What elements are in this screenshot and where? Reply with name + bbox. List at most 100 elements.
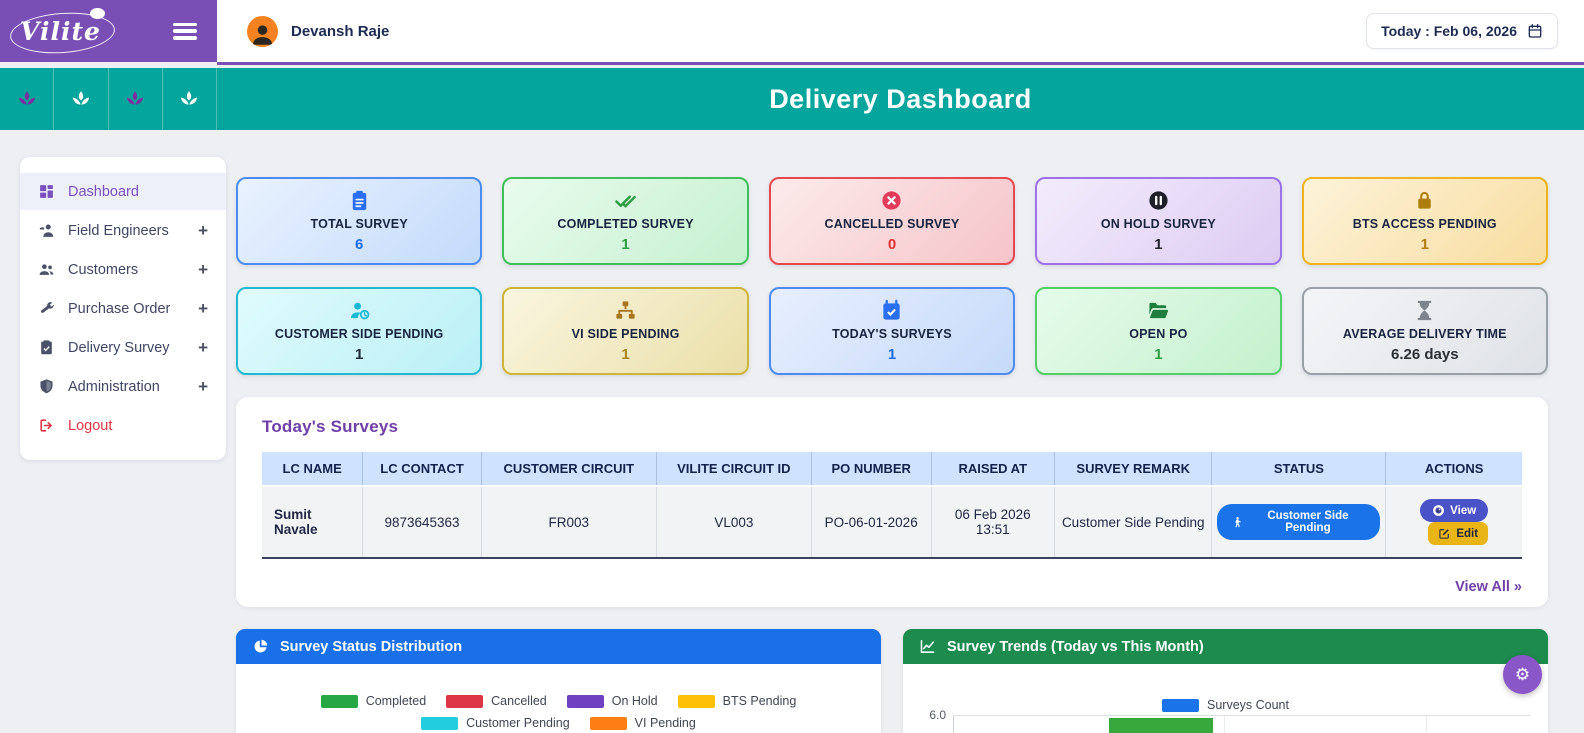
surveys-count-bar (1108, 718, 1213, 733)
stat-card-open-po[interactable]: OPEN PO 1 (1035, 287, 1282, 375)
legend-swatch (446, 694, 484, 708)
edit-button[interactable]: Edit (1428, 522, 1489, 545)
cell-po-number: PO-06-01-2026 (811, 486, 932, 559)
line-chart-icon (919, 638, 936, 655)
stat-card-label: CANCELLED SURVEY (824, 217, 960, 231)
stat-card-cancelled-survey[interactable]: CANCELLED SURVEY 0 (768, 177, 1016, 265)
eye-icon (1432, 504, 1445, 517)
sidebar-item-label: Logout (68, 417, 113, 434)
stat-card-total-survey[interactable]: TOTAL SURVEY 6 (236, 177, 483, 265)
stat-card-today-s-surveys[interactable]: TODAY'S SURVEYS 1 (768, 287, 1016, 375)
view-all-link[interactable]: View All » (1455, 579, 1522, 595)
column-header-po-number: PO NUMBER (811, 452, 932, 487)
status-badge-label: Customer Side Pending (1267, 510, 1349, 534)
stat-card-on-hold-survey[interactable]: ON HOLD SURVEY 1 (1035, 177, 1282, 265)
column-header-status: STATUS (1211, 452, 1387, 487)
column-header-lc-contact: LC CONTACT (362, 452, 482, 487)
pie-chart-icon (252, 638, 269, 655)
banner-icon-strip (0, 68, 217, 130)
topbar-main: Devansh Raje Today : Feb 06, 2026 (217, 0, 1584, 62)
sidebar-item-customers[interactable]: Customers + (20, 251, 226, 288)
sidebar-item-field-engineers[interactable]: Field Engineers + (20, 212, 226, 249)
stat-card-value: 1 (1420, 236, 1429, 253)
plus-icon[interactable]: + (198, 377, 208, 396)
sitemap-icon (614, 299, 637, 322)
stat-card-value: 0 (887, 236, 897, 253)
plus-icon[interactable]: + (198, 338, 208, 357)
sidebar-item-administration[interactable]: Administration + (20, 368, 226, 405)
sidebar-item-logout[interactable]: Logout (20, 407, 226, 444)
legend-item-on-hold: On Hold (566, 694, 658, 708)
trends-plot-area (953, 715, 1530, 733)
stat-card-average-delivery-time[interactable]: AVERAGE DELIVERY TIME 6.26 days (1301, 287, 1548, 375)
date-label: Today : Feb 06, 2026 (1381, 23, 1517, 39)
stat-card-label: OPEN PO (1129, 327, 1188, 341)
banner-cell-4[interactable] (163, 68, 217, 130)
table-row: Sumit Navale 9873645363 FR003 VL003 PO-06-01… (262, 486, 1522, 559)
plus-icon[interactable]: + (198, 260, 208, 279)
banner-cell-3[interactable] (109, 68, 163, 130)
banner-cell-2[interactable] (54, 68, 109, 130)
chart-header-status: Survey Status Distribution (236, 629, 881, 664)
hamburger-menu-icon[interactable] (173, 22, 197, 40)
settings-fab[interactable]: ⚙ (1503, 655, 1542, 694)
legend-swatch (421, 716, 459, 730)
legend-swatch (566, 694, 604, 708)
user-name: Devansh Raje (291, 22, 390, 40)
stat-card-value: 1 (621, 346, 630, 363)
legend-label: Surveys Count (1207, 698, 1289, 712)
stats-grid: TOTAL SURVEY 6 COMPLETED SURVEY 1 CANCELLED … (236, 177, 1548, 375)
sidebar-item-delivery-survey[interactable]: Delivery Survey + (20, 329, 226, 366)
stat-card-value: 1 (887, 346, 897, 363)
stat-card-value: 6 (355, 236, 364, 253)
stat-card-completed-survey[interactable]: COMPLETED SURVEY 1 (502, 177, 749, 265)
surveys-table-body: Sumit Navale 9873645363 FR003 VL003 PO-06-01… (262, 486, 1522, 559)
lotus-icon (124, 88, 146, 110)
lock-icon (1413, 189, 1436, 212)
survey-status-distribution-card: Survey Status Distribution Completed Canc… (236, 629, 881, 733)
dashboard-grid-icon (38, 183, 55, 200)
column-header-raised-at: RAISED AT (931, 452, 1055, 487)
plus-icon[interactable]: + (198, 221, 208, 240)
stat-card-label: ON HOLD SURVEY (1100, 217, 1216, 231)
folder-open-icon (1147, 299, 1170, 322)
sidebar-item-label: Purchase Order (68, 300, 171, 317)
todays-surveys-card: Today's Surveys LC NAME LC CONTACT CUSTOME… (236, 397, 1548, 607)
logout-icon (38, 417, 55, 434)
legend-item-vi-pending: VI Pending (589, 716, 696, 730)
cell-lc-contact: 9873645363 (362, 486, 482, 559)
date-display[interactable]: Today : Feb 06, 2026 (1366, 13, 1558, 49)
view-button[interactable]: View (1420, 499, 1489, 522)
person-icon (252, 24, 273, 45)
field-engineer-icon (38, 222, 55, 239)
cell-lc-name: Sumit Navale (262, 486, 364, 559)
stat-card-vi-side-pending[interactable]: VI SIDE PENDING 1 (502, 287, 749, 375)
legend-label: BTS Pending (722, 694, 797, 708)
status-badge[interactable]: Customer Side Pending (1217, 504, 1381, 540)
sidebar-nav: Dashboard Field Engineers + Customers + Purch… (20, 157, 226, 460)
lotus-icon (178, 88, 200, 110)
plus-icon[interactable]: + (198, 299, 208, 318)
edit-button-label: Edit (1456, 527, 1479, 540)
hourglass-icon (1413, 299, 1436, 322)
sidebar-item-purchase-order[interactable]: Purchase Order + (20, 290, 226, 327)
banner-cell-1[interactable] (0, 68, 55, 130)
cell-status: Customer Side Pending (1211, 486, 1387, 559)
sidebar-item-dashboard[interactable]: Dashboard (20, 173, 226, 210)
column-header-actions: ACTIONS (1385, 452, 1522, 487)
legend-swatch (320, 694, 358, 708)
stat-card-customer-side-pending[interactable]: CUSTOMER SIDE PENDING 1 (236, 287, 483, 375)
user-avatar[interactable] (247, 15, 278, 47)
vilite-logo: Vilite (20, 7, 105, 46)
legend-item-completed: Completed (320, 694, 426, 708)
column-header-lc-name: LC NAME (262, 452, 364, 487)
stat-card-label: TOTAL SURVEY (310, 217, 408, 231)
legend-item-bts-pending: BTS Pending (677, 694, 797, 708)
trends-chart-legend: Surveys Count (903, 698, 1548, 712)
stat-card-bts-access-pending[interactable]: BTS ACCESS PENDING 1 (1301, 177, 1548, 265)
stat-card-value: 1 (1154, 236, 1163, 253)
clipboard-check-icon (38, 339, 55, 356)
sidebar-item-label: Field Engineers (68, 222, 169, 239)
legend-item-surveys-count: Surveys Count (1162, 698, 1289, 712)
